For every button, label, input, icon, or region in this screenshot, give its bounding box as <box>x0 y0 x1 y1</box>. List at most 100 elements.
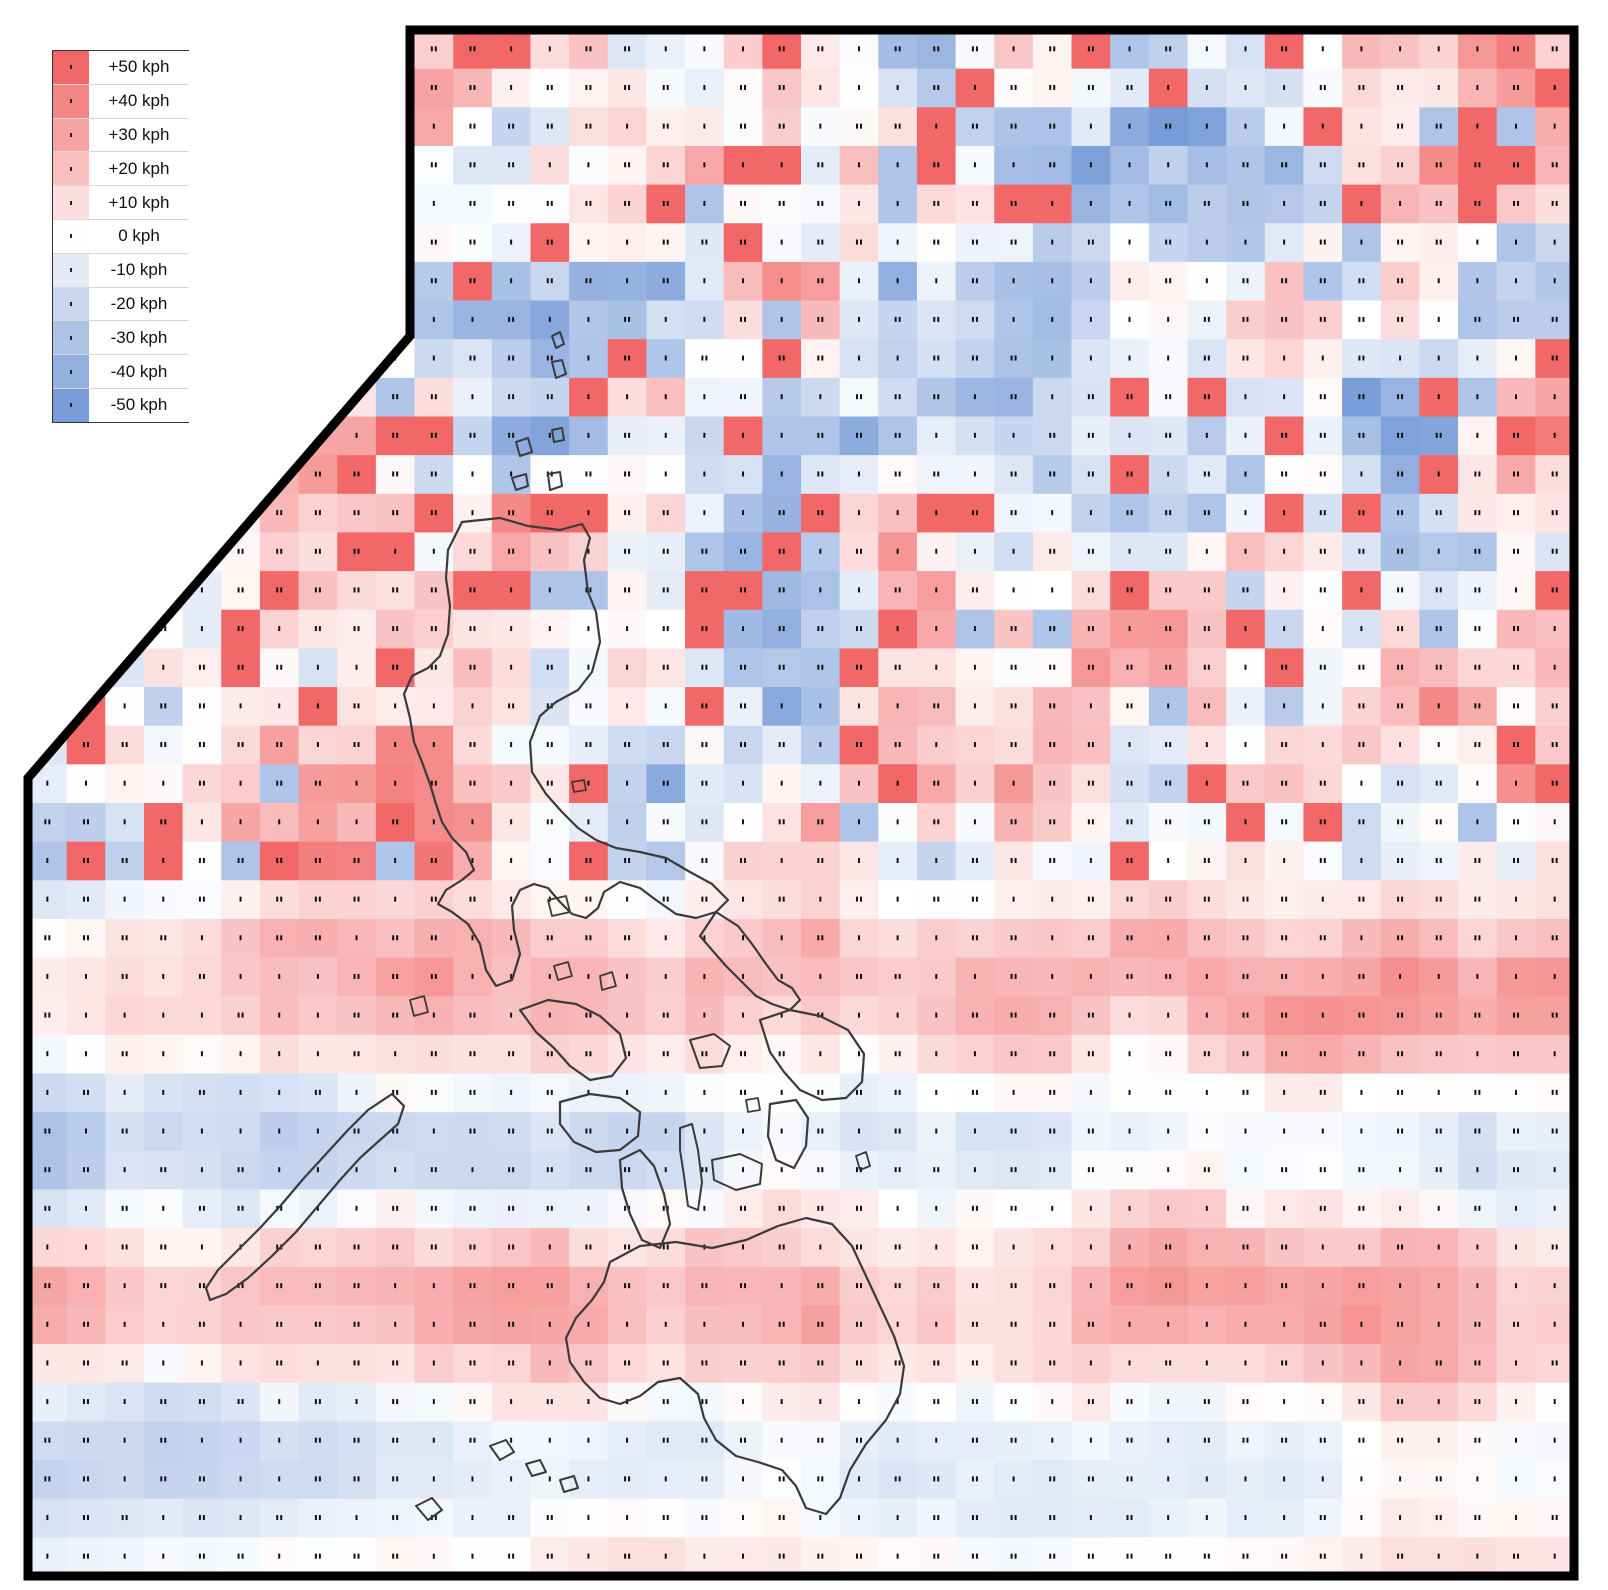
wind-marker <box>434 239 437 245</box>
wind-marker <box>82 819 85 825</box>
wind-marker <box>432 1476 435 1482</box>
wind-marker <box>1515 123 1518 129</box>
wind-marker <box>1167 1437 1170 1443</box>
wind-marker <box>857 1128 860 1134</box>
wind-marker <box>316 278 319 284</box>
wind-marker <box>546 1128 549 1134</box>
grid-cell <box>1226 1421 1266 1461</box>
wind-marker <box>1358 1167 1361 1173</box>
wind-marker <box>1128 278 1131 284</box>
wind-marker <box>550 200 553 206</box>
wind-marker <box>780 973 783 979</box>
wind-marker <box>508 703 511 709</box>
wind-marker <box>628 587 631 593</box>
wind-marker <box>512 510 515 516</box>
wind-marker <box>1478 1360 1481 1366</box>
grid-cell <box>1380 300 1420 340</box>
grid-cell <box>105 1228 145 1268</box>
wind-marker <box>1246 200 1249 206</box>
grid-cell <box>569 996 609 1036</box>
wind-marker <box>1053 1515 1056 1521</box>
grid-cell <box>1535 996 1574 1036</box>
wind-marker <box>1435 510 1438 516</box>
grid-cell <box>839 1305 879 1345</box>
wind-marker <box>1321 1360 1324 1366</box>
wind-marker <box>508 1283 511 1289</box>
grid-cell <box>1032 68 1073 108</box>
wind-marker <box>1478 857 1481 863</box>
grid-cell <box>1187 880 1227 920</box>
wind-marker <box>819 1051 822 1057</box>
grid-cell <box>1110 841 1150 881</box>
wind-marker <box>1513 162 1516 168</box>
wind-marker <box>703 432 706 438</box>
wind-marker <box>48 471 51 477</box>
wind-marker <box>1435 432 1438 438</box>
grid-cell <box>337 1112 377 1152</box>
wind-marker <box>1517 162 1520 168</box>
wind-marker <box>357 1360 360 1366</box>
wind-marker <box>469 123 472 129</box>
grid-cell <box>607 1228 647 1268</box>
wind-marker <box>1169 1360 1172 1366</box>
wind-marker <box>1087 394 1090 400</box>
wind-marker <box>666 896 669 902</box>
wind-marker <box>778 664 781 670</box>
wind-marker <box>585 123 588 129</box>
wind-marker <box>123 703 126 709</box>
wind-marker <box>318 471 321 477</box>
wind-marker <box>1281 742 1284 748</box>
grid-cell <box>530 648 570 688</box>
grid-cell <box>1264 145 1305 186</box>
wind-marker <box>430 432 433 438</box>
wind-marker <box>1515 780 1518 786</box>
wind-marker <box>1553 664 1556 670</box>
wind-marker <box>316 1167 319 1173</box>
grid-cell <box>607 918 647 959</box>
grid-cell <box>1419 493 1459 534</box>
wind-marker <box>550 84 553 90</box>
wind-marker <box>237 1012 240 1018</box>
wind-marker <box>821 1360 824 1366</box>
wind-marker <box>701 1167 704 1173</box>
wind-marker <box>701 742 704 748</box>
grid-cell <box>1342 416 1382 456</box>
wind-marker <box>353 1012 356 1018</box>
wind-marker <box>782 200 785 206</box>
wind-marker <box>1207 200 1210 206</box>
grid-cell <box>1419 841 1459 881</box>
wind-marker <box>1165 780 1168 786</box>
wind-marker <box>198 664 201 670</box>
wind-marker <box>1399 1205 1402 1211</box>
wind-marker <box>782 84 785 90</box>
grid-cell <box>28 648 68 688</box>
grid-cell <box>221 416 261 456</box>
wind-marker <box>314 1515 317 1521</box>
wind-marker <box>48 278 51 284</box>
wind-marker <box>1014 355 1017 361</box>
wind-marker <box>1126 84 1129 90</box>
wind-marker <box>894 1051 897 1057</box>
grid-cell <box>1380 261 1420 302</box>
grid-cell <box>491 1150 532 1191</box>
grid-cell <box>1032 455 1073 495</box>
wind-marker <box>434 432 437 438</box>
wind-marker <box>1165 548 1168 554</box>
grid-cell <box>607 1460 647 1500</box>
grid-cell <box>298 300 338 340</box>
wind-marker <box>1205 1283 1208 1289</box>
wind-marker <box>1319 84 1322 90</box>
wind-marker <box>357 239 360 245</box>
wind-marker <box>1012 780 1015 786</box>
wind-marker <box>742 1553 745 1559</box>
grid-cell <box>375 1498 416 1538</box>
wind-marker <box>512 1244 515 1250</box>
wind-marker <box>1358 510 1361 516</box>
grid-cell <box>994 493 1034 534</box>
grid-cell <box>839 648 879 688</box>
grid-cell <box>1264 416 1305 456</box>
wind-marker <box>935 857 938 863</box>
wind-marker <box>512 1205 515 1211</box>
wind-marker <box>546 84 549 90</box>
wind-marker <box>1051 1205 1054 1211</box>
